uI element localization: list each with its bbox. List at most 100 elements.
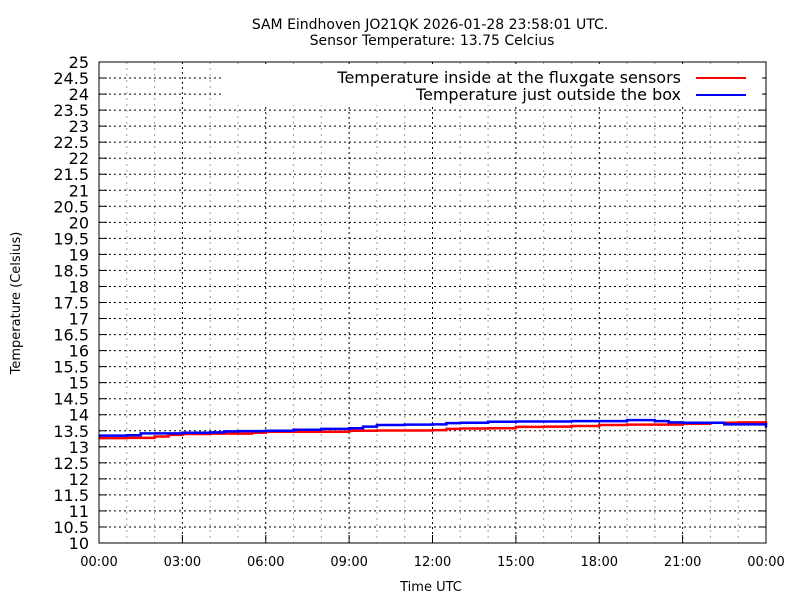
data-point-outside [459,421,462,424]
x-tick-label: 15:00 [497,555,534,570]
data-point-inside [403,429,406,432]
legend-label-outside: Temperature just outside the box [415,85,681,104]
data-point-inside [570,425,573,427]
data-point-outside [681,421,684,424]
data-point-outside [139,432,142,435]
x-tick-label: 06:00 [247,555,284,570]
x-tick-label: 12:00 [414,555,451,570]
data-point-inside [125,437,128,439]
data-point-inside [431,429,434,431]
y-tick-label: 17.5 [53,294,89,313]
grid [98,61,767,544]
y-tick-label: 10 [69,534,89,553]
y-tick-label: 22 [69,149,89,168]
data-point-inside [320,430,323,433]
data-point-outside [626,419,628,421]
y-tick-label: 21 [69,181,89,200]
data-point-outside [153,432,156,435]
y-tick-label: 24.5 [53,69,89,88]
x-tick-label: 00:00 [80,555,117,570]
data-point-outside [376,424,378,426]
y-tick-label: 23 [69,117,89,136]
y-tick-label: 20.5 [53,197,89,216]
x-tick-label: 00:00 [747,555,784,570]
data-point-inside [376,429,378,432]
y-tick-label: 16 [69,342,89,361]
y-tick-label: 14 [69,406,89,425]
data-point-inside [487,427,489,430]
x-tick-label: 21:00 [664,555,701,570]
data-point-outside [598,420,601,422]
legend-background [222,65,762,105]
data-point-outside [723,423,726,426]
data-point-outside [709,421,712,424]
data-point-inside [542,425,545,428]
x-tick-label: 09:00 [330,555,367,570]
data-point-outside [125,434,128,437]
y-tick-label: 13.5 [53,422,89,441]
y-tick-label: 23.5 [53,101,89,120]
y-tick-label: 19 [69,245,89,264]
data-point-outside [667,421,670,424]
y-tick-label: 20 [69,213,89,232]
data-point-outside [570,420,573,422]
y-tick-label: 12 [69,470,89,489]
legend-label-inside: Temperature inside at the fluxgate senso… [336,68,681,87]
y-tick-label: 19.5 [53,229,89,248]
legend: Temperature inside at the fluxgate senso… [336,68,746,104]
data-point-inside [459,427,462,430]
data-point-inside [348,429,350,432]
data-point-outside [209,431,211,434]
data-point-outside [264,429,267,432]
y-tick-label: 25 [69,53,89,72]
data-point-outside [237,430,239,432]
data-point-outside [737,423,740,426]
x-tick-label: 03:00 [164,555,201,570]
y-tick-label: 15.5 [53,358,89,377]
data-point-outside [760,423,763,426]
x-axis-label: Time UTC [399,580,462,595]
y-tick-label: 18 [69,277,89,296]
data-point-outside [542,420,545,423]
data-point-inside [598,424,601,426]
data-point-inside [237,432,239,435]
data-point-inside [654,423,656,426]
y-tick-label: 16.5 [53,326,89,345]
data-point-outside [362,425,364,428]
data-point-outside [348,427,350,430]
y-tick-label: 24 [69,85,89,104]
data-point-outside [487,420,489,423]
data-point-inside [515,426,517,428]
data-point-outside [320,428,323,430]
y-tick-label: 11 [69,502,89,521]
data-point-outside [403,423,406,426]
y-axis-label: Temperature (Celsius) [9,232,24,376]
y-tick-label: 22.5 [53,133,89,152]
data-point-outside [515,420,517,423]
series-layer [98,418,768,440]
data-point-outside [181,431,184,434]
y-tick-label: 10.5 [53,518,89,537]
chart-subtitle: Sensor Temperature: 13.75 Celcius [310,33,555,49]
data-point-inside [445,428,448,430]
x-tick-label: 18:00 [581,555,618,570]
data-point-outside [292,429,295,431]
y-tick-label: 18.5 [53,261,89,280]
y-tick-label: 15 [69,374,89,393]
y-tick-label: 14.5 [53,390,89,409]
chart-title: SAM Eindhoven JO21QK 2026-01-28 23:58:01… [252,17,608,33]
y-tick-label: 11.5 [53,486,89,505]
data-point-inside [626,423,628,426]
series-line-inside [99,421,768,440]
y-tick-label: 12.5 [53,454,89,473]
data-point-outside [223,430,225,433]
plot-frame [98,61,767,544]
x-tick-labels: 00:00 03:00 06:00 09:00 12:00 15:00 18:00 21:00… [80,555,784,570]
data-point-outside [654,420,656,422]
y-tick-label: 17 [69,310,89,329]
data-point-inside [153,435,156,438]
data-point-outside [431,423,434,426]
y-tick-label: 21.5 [53,165,89,184]
